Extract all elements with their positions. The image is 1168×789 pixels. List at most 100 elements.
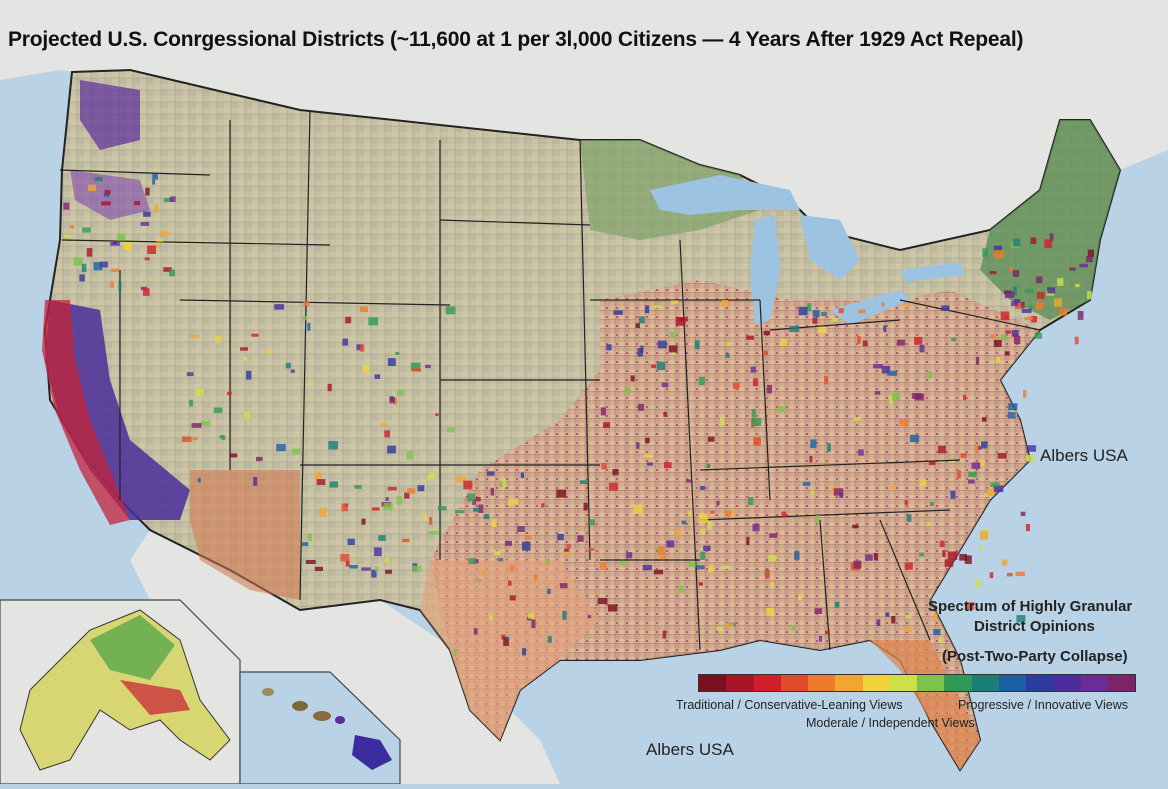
district-highlight [933,629,941,635]
district-highlight [361,567,371,571]
district-highlight [881,366,891,374]
district-highlight [1015,571,1025,576]
district-highlight [475,497,481,502]
district-highlight [266,350,273,354]
district-highlight [285,362,291,369]
district-highlight [769,533,778,538]
district-highlight [959,554,967,561]
district-highlight [642,564,653,571]
district-highlight [732,382,740,389]
district-highlight [110,281,114,288]
district-highlight [374,374,381,379]
district-highlight [384,430,390,438]
district-highlight [243,356,247,361]
district-highlight [547,636,552,643]
district-highlight [763,330,771,336]
district-highlight [928,461,936,465]
district-highlight [781,511,787,518]
district-highlight [812,317,818,324]
district-highlight [976,356,979,365]
canada-landmass [0,0,1168,250]
district-highlight [694,340,700,350]
projection-label-bottom: Albers USA [646,740,734,759]
district-highlight [467,493,475,502]
district-highlight [896,339,906,346]
district-highlight [883,325,887,332]
legend-swatch [726,675,754,691]
district-highlight [644,305,650,313]
district-highlight [372,507,380,511]
district-highlight [825,630,830,635]
legend-label-center: Moderale / Independent Views [806,716,975,730]
district-highlight [383,502,393,510]
district-highlight [1069,267,1076,271]
district-highlight [163,267,172,272]
district-highlight [725,623,734,627]
district-highlight [395,351,400,355]
district-highlight [491,518,497,528]
district-highlight [564,548,569,552]
district-highlight [938,445,946,454]
district-highlight [997,453,1007,459]
district-highlight [1086,256,1093,263]
district-highlight [1023,390,1027,398]
district-highlight [406,451,413,460]
district-highlight [645,437,650,443]
district-highlight [887,370,897,376]
legend-swatch [699,675,727,691]
district-highlight [505,540,512,546]
district-highlight [1000,334,1007,340]
district-highlight [753,437,761,446]
lake-superior [650,175,800,215]
district-highlight [1001,559,1008,566]
district-highlight [612,469,619,476]
district-highlight [993,485,1004,493]
district-highlight [181,436,192,442]
district-highlight [1012,270,1020,277]
district-highlight [987,488,995,496]
district-highlight [964,555,972,564]
district-highlight [525,535,532,540]
projection-label-east: Albers USA [1040,446,1128,465]
lake-huron [800,215,860,280]
district-highlight [716,500,720,506]
district-highlight [873,364,883,369]
district-highlight [791,624,796,631]
district-highlight [716,626,723,631]
district-highlight [163,198,173,202]
district-highlight [975,444,979,453]
legend-swatch [1080,675,1108,691]
district-highlight [1074,336,1079,345]
district-highlight [110,268,120,273]
district-highlight [156,238,164,242]
district-highlight [1034,332,1042,339]
district-highlight [498,558,504,562]
district-highlight [1004,351,1010,356]
district-highlight [397,389,404,396]
district-highlight [385,497,389,501]
hawaii-islands[interactable] [262,688,392,770]
district-highlight [899,419,909,427]
lake-erie [830,290,910,325]
district-highlight [455,510,465,514]
district-highlight [885,612,890,617]
district-highlight [378,535,386,541]
district-highlight [407,488,416,494]
district-highlight [926,371,933,379]
district-highlight [633,505,643,514]
district-highlight [810,439,817,449]
district-highlight [69,225,75,229]
district-highlight [696,565,705,570]
district-highlight [1020,511,1026,517]
district-highlight [687,510,692,516]
district-highlight [140,221,150,226]
district-highlight [960,453,967,458]
district-highlight [134,201,141,206]
district-highlight [425,364,431,369]
district-highlight [276,443,286,452]
district-highlight [865,554,873,561]
alaska-landmass[interactable] [19,609,231,771]
district-highlight [768,555,777,562]
